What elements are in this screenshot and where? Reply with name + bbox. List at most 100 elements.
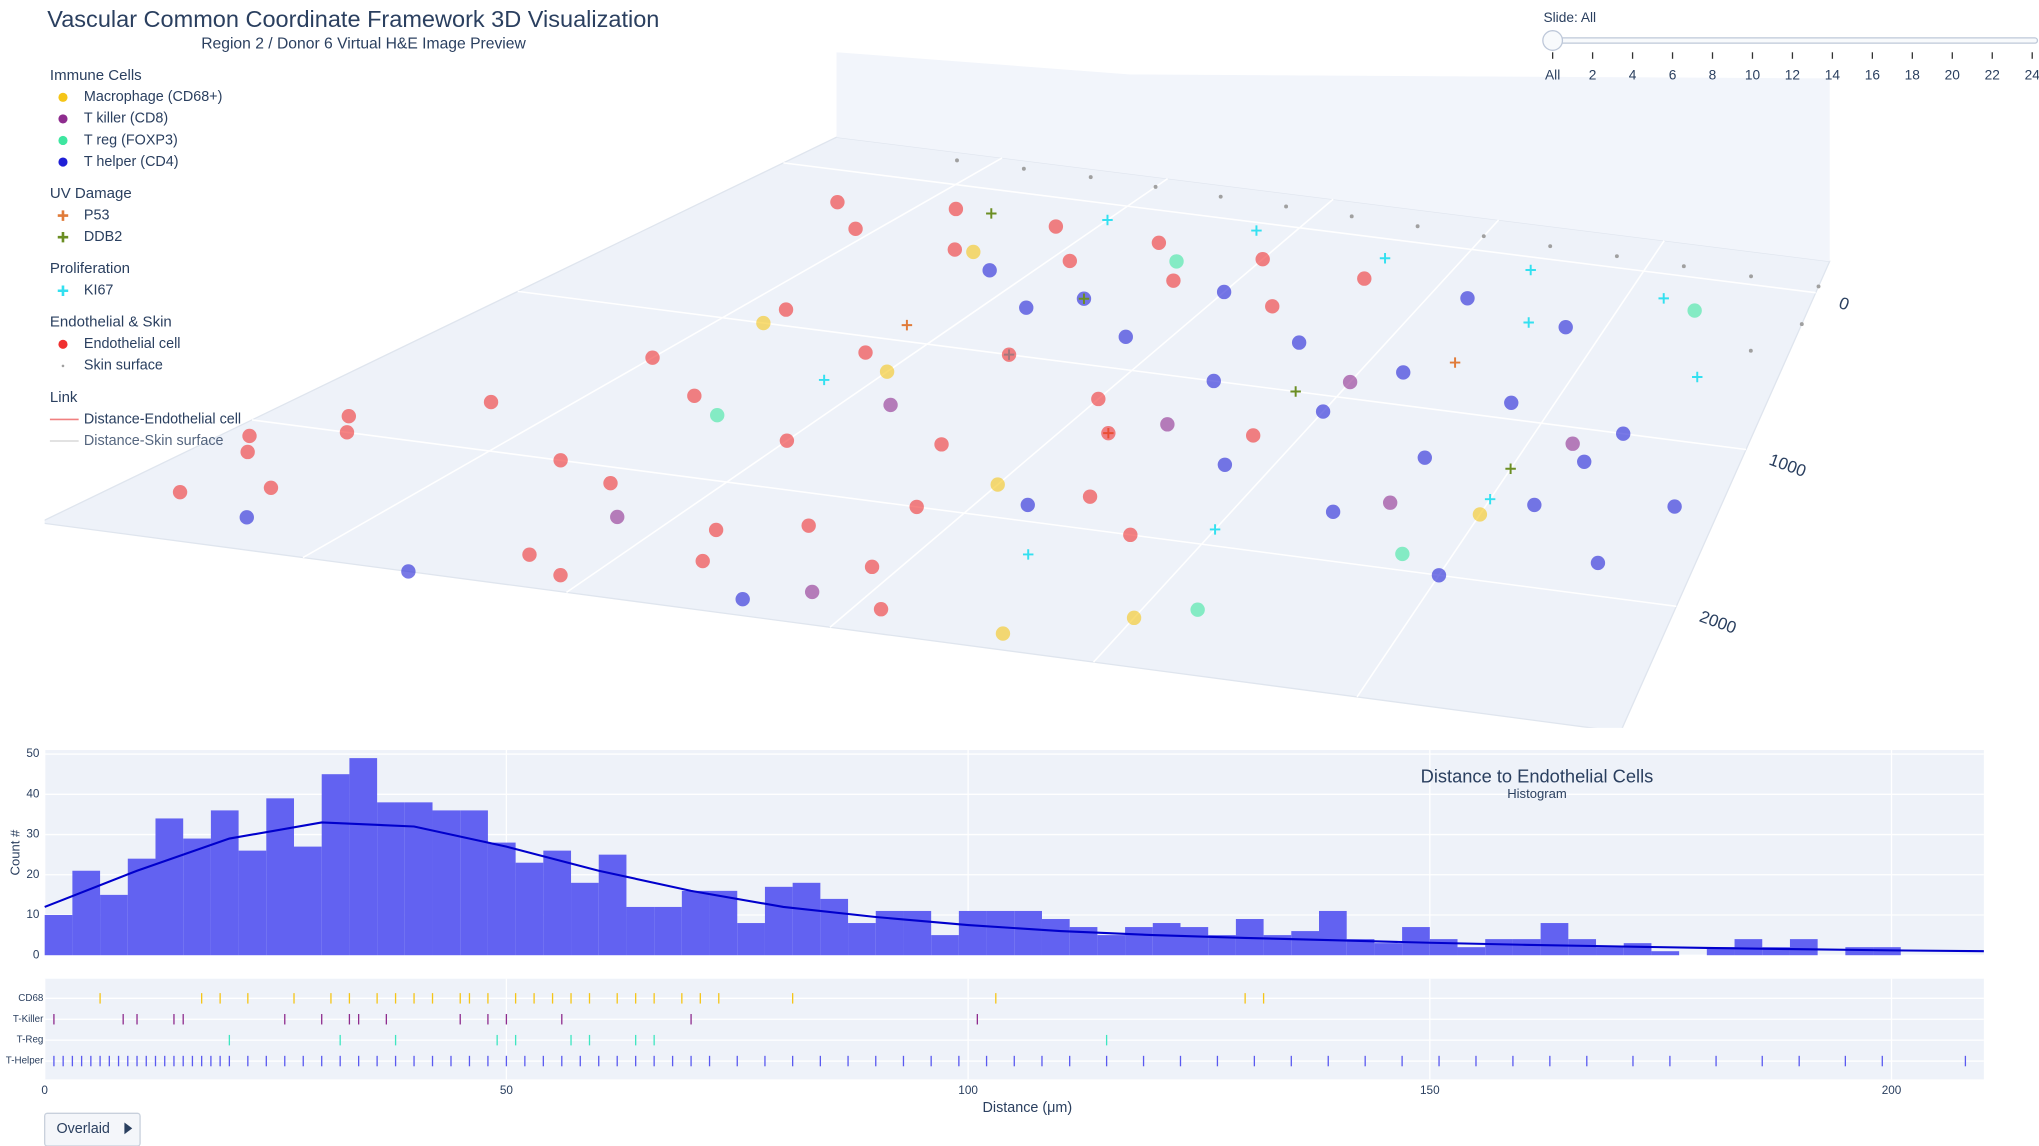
point (522, 547, 537, 562)
z-tick-label: 1000 (1767, 450, 1809, 481)
density-curve (44, 821, 1984, 953)
bar (764, 886, 793, 956)
bar (1568, 939, 1597, 956)
legend-label[interactable]: T killer (CD8) (84, 111, 168, 127)
point (778, 302, 794, 317)
point (735, 592, 750, 607)
point (1505, 463, 1516, 475)
bar (238, 850, 267, 956)
point (263, 480, 279, 495)
slider-step[interactable]: 4 (1629, 67, 1637, 82)
slider-step[interactable]: 16 (1865, 67, 1881, 82)
point (1290, 386, 1301, 397)
point (610, 509, 625, 525)
point (1001, 347, 1017, 362)
slider-step[interactable]: 24 (2025, 67, 2039, 82)
slider-track (1546, 37, 2039, 44)
legend-group-title: Endothelial & Skin (50, 314, 172, 331)
point (1816, 284, 1821, 289)
point (1460, 291, 1475, 306)
bar (1485, 939, 1513, 956)
bar (266, 798, 295, 956)
point (553, 567, 568, 583)
overlay-button[interactable]: Overlaid (44, 1112, 141, 1146)
legend-label[interactable]: DDB2 (84, 229, 122, 245)
legend-label[interactable]: T helper (CD4) (84, 154, 179, 170)
bar (44, 914, 73, 956)
legend-label[interactable]: P53 (84, 207, 110, 223)
point (804, 584, 820, 600)
button-arrow (124, 1122, 133, 1135)
point (401, 564, 416, 579)
point (1153, 184, 1158, 189)
bar (1180, 927, 1209, 956)
legend-label[interactable]: Distance-Endothelial cell (84, 411, 241, 427)
point (1166, 273, 1181, 288)
point (864, 559, 880, 575)
z-tick-label: 0 (1836, 293, 1851, 314)
legend-symbol (58, 114, 68, 124)
point (1525, 264, 1536, 276)
point (1325, 504, 1341, 520)
scene-3d[interactable] (39, 52, 1831, 731)
slider-step[interactable]: 22 (1985, 67, 2000, 82)
legend-symbol (61, 364, 65, 368)
x-tick-label: 150 (1420, 1084, 1440, 1097)
slider-step[interactable]: 10 (1745, 67, 1761, 82)
y-axis-title: Count # (7, 829, 22, 875)
button-frame[interactable] (44, 1112, 141, 1146)
bar (1762, 947, 1790, 956)
point (553, 453, 568, 468)
bar (1596, 947, 1624, 956)
slider-knob[interactable] (1542, 30, 1564, 51)
slider-step[interactable]: 20 (1945, 67, 1961, 82)
legend-symbol (58, 92, 68, 102)
slider-step[interactable]: 14 (1825, 67, 1841, 82)
grid-line (517, 290, 1747, 451)
legend-label[interactable]: KI67 (84, 283, 114, 299)
legend-label[interactable]: Endothelial cell (84, 336, 181, 352)
point (1667, 499, 1682, 514)
legend-label[interactable]: Distance-Skin surface (84, 433, 224, 449)
point (239, 510, 254, 525)
legend-label[interactable]: Skin surface (84, 358, 163, 374)
point (1315, 404, 1331, 419)
point (990, 477, 1005, 492)
point (1749, 274, 1754, 279)
bar (598, 854, 627, 956)
point (1748, 348, 1753, 353)
slider-step[interactable]: 12 (1785, 67, 1800, 82)
point (1126, 610, 1142, 626)
bar (127, 858, 156, 956)
slider-step[interactable]: 6 (1669, 67, 1677, 82)
slider-step[interactable]: 2 (1589, 67, 1597, 82)
point (1523, 317, 1534, 328)
bar (571, 882, 599, 956)
legend-label[interactable]: T reg (FOXP3) (84, 132, 178, 148)
bar (1041, 919, 1070, 956)
point (1799, 322, 1804, 327)
slider-step[interactable]: 18 (1905, 67, 1921, 82)
scene-back-wall (836, 52, 1830, 262)
slider-step[interactable]: 8 (1709, 67, 1717, 82)
bar (1706, 947, 1735, 956)
point (1101, 425, 1116, 441)
x-tick-label: 50 (500, 1084, 514, 1097)
y-tick-label: 50 (26, 747, 40, 760)
point (1265, 299, 1280, 314)
legend-symbol (58, 135, 68, 146)
chart-subtitle: Histogram (1507, 786, 1567, 801)
button-label[interactable]: Overlaid (56, 1121, 109, 1137)
legend-label[interactable]: Macrophage (CD68+) (84, 89, 222, 105)
point (1395, 546, 1410, 562)
legend-symbol (57, 285, 69, 296)
point (1078, 293, 1090, 304)
bar (1734, 939, 1763, 956)
bar (1097, 935, 1126, 956)
bar (349, 758, 378, 956)
bar (1152, 923, 1181, 956)
bar (792, 882, 821, 956)
slider-step[interactable]: All (1545, 67, 1560, 82)
